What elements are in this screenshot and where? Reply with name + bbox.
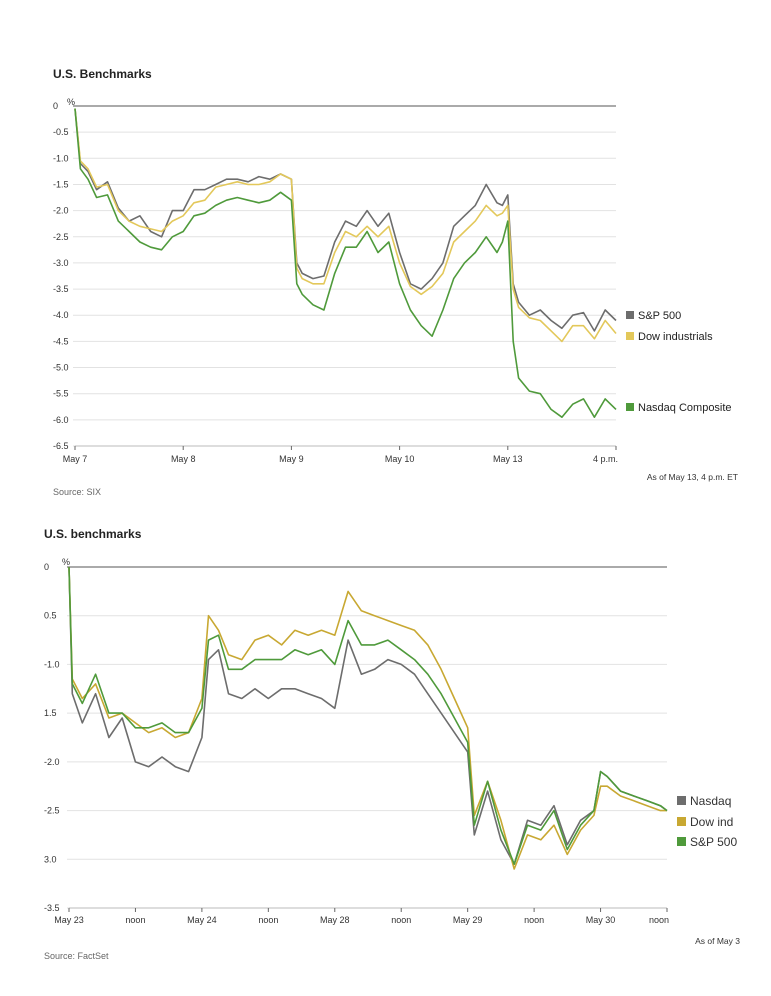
x-tick-label: 4 p.m. (593, 454, 618, 464)
x-tick-label: May 13 (493, 454, 523, 464)
y-tick-label: 0.5 (44, 611, 57, 621)
x-tick-label: noon (258, 915, 278, 925)
legend-swatch (626, 403, 634, 411)
y-tick-label: -3.5 (53, 284, 69, 294)
series-line-s-p-500 (74, 108, 617, 332)
chart2-source: Source: FactSet (44, 951, 109, 961)
x-tick-label: noon (125, 915, 145, 925)
y-tick-label: -3.0 (53, 258, 69, 268)
x-tick-label: May 30 (586, 915, 616, 925)
chart1-y-unit: % (67, 97, 75, 107)
chart-us-benchmarks-may-13: U.S. Benchmarks % 0 -0.5 -1.0 -1.5 -2.0 -2.5 -… (53, 67, 738, 497)
legend-label: S&P 500 (638, 310, 681, 322)
legend-label: S&P 500 (690, 835, 737, 849)
chart2-gridlines (67, 566, 667, 909)
chart2-series-lines (68, 566, 668, 870)
x-tick-label: noon (391, 915, 411, 925)
x-tick-label: May 28 (320, 915, 350, 925)
y-tick-label: -2.5 (44, 806, 60, 816)
chart1-title: U.S. Benchmarks (53, 67, 152, 81)
legend-swatch (626, 332, 634, 340)
legend-swatch (677, 796, 686, 805)
y-tick-label: -2.5 (53, 232, 69, 242)
chart1-as-of-note: As of May 13, 4 p.m. ET (647, 472, 738, 482)
y-tick-label: -3.5 (44, 903, 60, 913)
y-tick-label: 0 (53, 101, 58, 111)
chart1-source: Source: SIX (53, 487, 101, 497)
x-tick-label: May 29 (453, 915, 483, 925)
x-tick-label: noon (649, 915, 669, 925)
chart2-legend: Nasdaq Dow ind S&P 500 (677, 794, 737, 849)
y-tick-label: -1.0 (44, 659, 60, 669)
y-tick-label: -6.5 (53, 441, 69, 451)
y-tick-label: -5.5 (53, 389, 69, 399)
series-line-dow-ind (68, 566, 667, 870)
chart1-series-lines (74, 108, 617, 419)
chart1-x-ticks: May 7 May 8 May 9 May 10 May 13 4 p.m. (63, 446, 618, 464)
x-tick-label: May 7 (63, 454, 88, 464)
y-tick-label: -6.0 (53, 415, 69, 425)
legend-label: Nasdaq (690, 794, 731, 808)
x-tick-label: May 23 (54, 915, 84, 925)
chart2-as-of-note: As of May 3 (695, 936, 740, 946)
y-tick-label: 1.5 (44, 708, 57, 718)
series-line-s-p-500 (68, 566, 668, 866)
y-tick-label: -2.0 (53, 206, 69, 216)
chart1-gridlines (73, 105, 616, 447)
y-tick-label: -2.0 (44, 757, 60, 767)
chart2-x-ticks: May 23 noon May 24 noon May 28 noon May 29 noon… (54, 908, 669, 925)
x-tick-label: May 9 (279, 454, 304, 464)
chart1-legend: S&P 500 Dow industrials Nasdaq Composite (626, 310, 732, 414)
y-tick-label: -1.0 (53, 153, 69, 163)
y-tick-label: 0 (44, 562, 49, 572)
chart1-y-ticks: 0 -0.5 -1.0 -1.5 -2.0 -2.5 -3.0 -3.5 -4.0 -4.5 -5.… (53, 101, 69, 451)
legend-label: Dow ind (690, 815, 733, 829)
x-tick-label: May 24 (187, 915, 217, 925)
chart2-title: U.S. benchmarks (44, 527, 142, 541)
x-tick-label: May 10 (385, 454, 415, 464)
y-tick-label: -4.5 (53, 336, 69, 346)
series-line-dow-industrials (74, 108, 617, 343)
legend-swatch (677, 837, 686, 846)
legend-label: Nasdaq Composite (638, 402, 732, 414)
y-tick-label: 3.0 (44, 854, 57, 864)
legend-swatch (626, 311, 634, 319)
chart2-y-ticks: 0 0.5 -1.0 1.5 -2.0 -2.5 3.0 -3.5 (44, 562, 60, 913)
chart-us-benchmarks-may-30: U.S. benchmarks % 0 0.5 -1.0 1.5 -2.0 -2.5 3.0… (44, 527, 740, 961)
x-tick-label: noon (524, 915, 544, 925)
chart2-y-unit: % (62, 557, 70, 567)
series-line-nasdaq-composite (74, 108, 617, 419)
x-tick-label: May 8 (171, 454, 196, 464)
series-line-nasdaq (68, 566, 668, 866)
legend-swatch (677, 817, 686, 826)
y-tick-label: -1.5 (53, 179, 69, 189)
y-tick-label: -4.0 (53, 310, 69, 320)
y-tick-label: -5.0 (53, 363, 69, 373)
y-tick-label: -0.5 (53, 127, 69, 137)
legend-label: Dow industrials (638, 331, 713, 343)
